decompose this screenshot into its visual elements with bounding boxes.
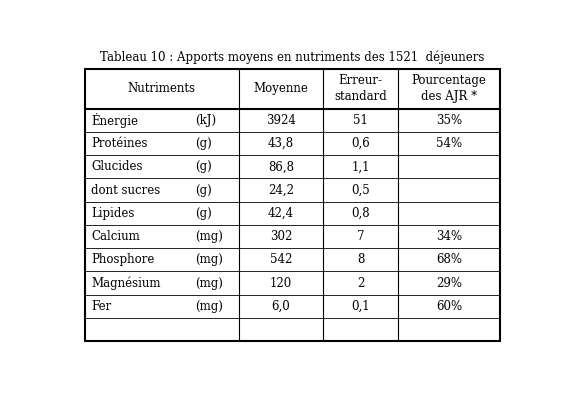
- Text: 42,4: 42,4: [268, 207, 294, 220]
- Text: 29%: 29%: [436, 277, 462, 289]
- Text: 0,5: 0,5: [351, 183, 370, 197]
- Text: Pourcentage
des AJR *: Pourcentage des AJR *: [412, 74, 486, 103]
- Text: 68%: 68%: [436, 253, 462, 266]
- Text: dont sucres: dont sucres: [91, 183, 160, 197]
- Text: 86,8: 86,8: [268, 160, 294, 173]
- Text: (mg): (mg): [195, 230, 223, 243]
- Text: Lipides: Lipides: [91, 207, 135, 220]
- Text: (g): (g): [195, 207, 211, 220]
- Text: 3924: 3924: [266, 114, 296, 127]
- Text: (g): (g): [195, 183, 211, 197]
- Text: Fer: Fer: [91, 300, 111, 313]
- Text: 0,8: 0,8: [351, 207, 370, 220]
- Text: 43,8: 43,8: [268, 137, 294, 150]
- Text: 542: 542: [270, 253, 292, 266]
- Text: (kJ): (kJ): [195, 114, 216, 127]
- Text: 24,2: 24,2: [268, 183, 294, 197]
- Text: 7: 7: [357, 230, 364, 243]
- Text: 35%: 35%: [436, 114, 462, 127]
- Text: 51: 51: [353, 114, 368, 127]
- Text: 120: 120: [270, 277, 292, 289]
- Text: Tableau 10 : Apports moyens en nutriments des 1521  déjeuners: Tableau 10 : Apports moyens en nutriment…: [100, 50, 484, 64]
- Text: (g): (g): [195, 160, 211, 173]
- Text: Énergie: Énergie: [91, 113, 138, 128]
- Text: 54%: 54%: [436, 137, 462, 150]
- Text: Moyenne: Moyenne: [254, 83, 308, 95]
- Text: Nutriments: Nutriments: [128, 83, 196, 95]
- Text: 0,1: 0,1: [351, 300, 370, 313]
- Text: 302: 302: [270, 230, 292, 243]
- Text: (g): (g): [195, 137, 211, 150]
- Text: 34%: 34%: [436, 230, 462, 243]
- Text: (mg): (mg): [195, 253, 223, 266]
- Text: 2: 2: [357, 277, 364, 289]
- Text: Erreur-
standard: Erreur- standard: [334, 74, 387, 103]
- Text: 1,1: 1,1: [351, 160, 370, 173]
- Text: 6,0: 6,0: [272, 300, 291, 313]
- Text: 8: 8: [357, 253, 364, 266]
- Text: Calcium: Calcium: [91, 230, 140, 243]
- Text: Glucides: Glucides: [91, 160, 142, 173]
- Text: Phosphore: Phosphore: [91, 253, 154, 266]
- Text: 60%: 60%: [436, 300, 462, 313]
- Bar: [84, 69, 500, 341]
- Text: (mg): (mg): [195, 300, 223, 313]
- Text: Magnésium: Magnésium: [91, 276, 161, 290]
- Text: Protéines: Protéines: [91, 137, 148, 150]
- Text: (mg): (mg): [195, 277, 223, 289]
- Text: 0,6: 0,6: [351, 137, 370, 150]
